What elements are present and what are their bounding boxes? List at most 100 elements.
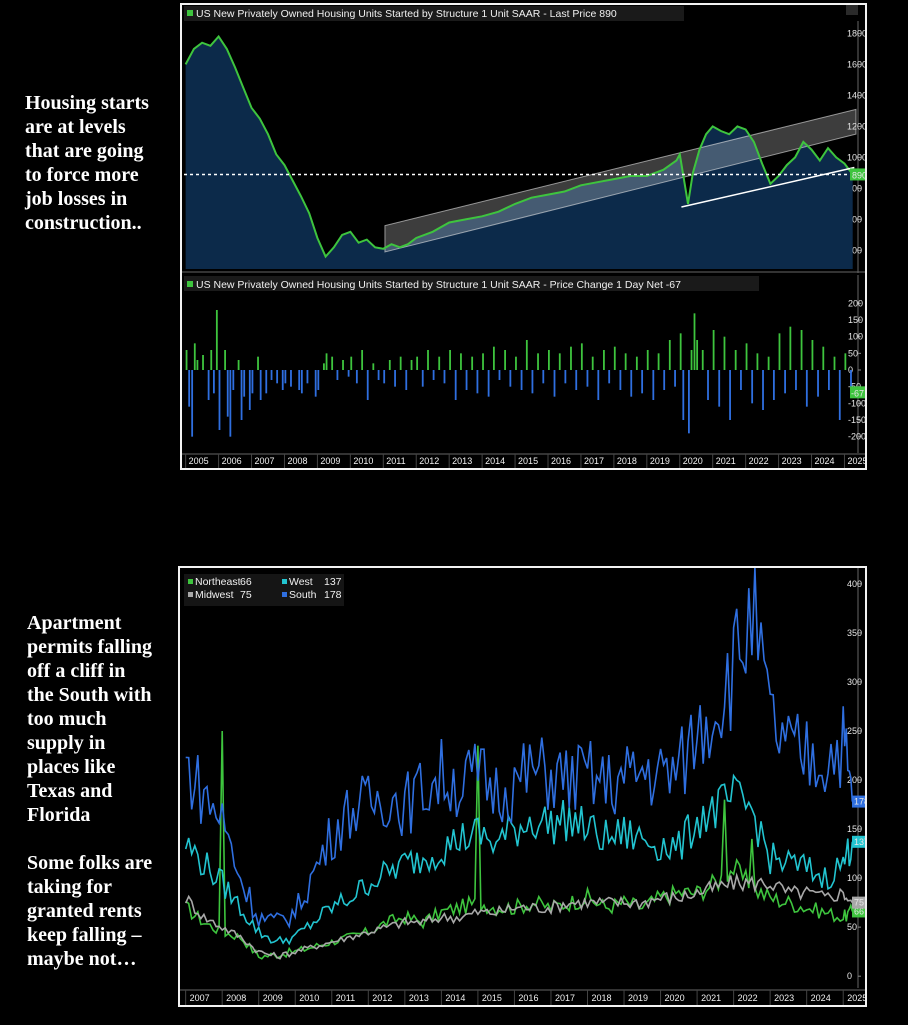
x-tick-label: 2019 bbox=[650, 456, 670, 466]
y-tick-label: 100 bbox=[847, 873, 862, 883]
change-bar bbox=[185, 350, 188, 370]
x-tick-label: 2022 bbox=[738, 993, 758, 1003]
change-bar bbox=[454, 370, 457, 400]
change-bar bbox=[465, 370, 468, 390]
change-bar bbox=[498, 370, 501, 380]
x-tick-label: 2016 bbox=[518, 993, 538, 1003]
change-bar bbox=[828, 370, 830, 390]
change-bar bbox=[438, 356, 441, 370]
legend-value: 137 bbox=[324, 576, 342, 588]
bar-y-tick-label: 50 bbox=[848, 348, 858, 358]
change-bar bbox=[542, 370, 545, 384]
change-bar bbox=[641, 370, 644, 394]
change-bar bbox=[265, 370, 268, 394]
trend-channel-band bbox=[384, 108, 857, 253]
change-bar bbox=[844, 353, 847, 370]
y-tick-label: 800 bbox=[847, 183, 862, 193]
change-bar bbox=[317, 370, 320, 390]
change-bar bbox=[734, 350, 737, 370]
change-bar bbox=[663, 370, 666, 390]
last-value-label: 890 bbox=[852, 170, 865, 180]
y-tick-label: 600 bbox=[847, 214, 862, 224]
change-bar bbox=[762, 370, 764, 410]
change-bar bbox=[421, 370, 424, 387]
x-tick-label: 2010 bbox=[299, 993, 319, 1003]
change-bar bbox=[410, 360, 413, 370]
x-tick-label: 2008 bbox=[287, 456, 307, 466]
change-bar bbox=[270, 370, 273, 380]
change-bar bbox=[756, 353, 759, 370]
housing-starts-area bbox=[185, 36, 853, 269]
x-tick-label: 2014 bbox=[485, 456, 505, 466]
x-tick-label: 2009 bbox=[263, 993, 283, 1003]
y-tick-label: 350 bbox=[847, 628, 862, 638]
change-bar bbox=[366, 370, 369, 400]
x-tick-label: 2024 bbox=[811, 993, 831, 1003]
change-bar bbox=[652, 370, 655, 400]
x-tick-label: 2021 bbox=[701, 993, 721, 1003]
change-bar bbox=[212, 370, 215, 394]
x-tick-label: 2020 bbox=[683, 456, 703, 466]
change-bar bbox=[427, 350, 429, 370]
change-bar bbox=[394, 370, 396, 387]
legend-name: Northeast bbox=[195, 576, 241, 588]
change-bar bbox=[399, 356, 402, 370]
change-bar bbox=[193, 343, 196, 370]
change-bar bbox=[712, 330, 715, 370]
change-bar bbox=[784, 370, 786, 394]
change-bar bbox=[657, 353, 660, 370]
change-bar bbox=[603, 350, 605, 370]
change-bar bbox=[531, 370, 534, 394]
change-bar bbox=[570, 346, 572, 370]
change-bar bbox=[509, 370, 512, 387]
x-tick-label: 2011 bbox=[336, 993, 355, 1003]
change-bar bbox=[383, 370, 386, 384]
change-bar bbox=[229, 370, 232, 437]
change-bar bbox=[218, 370, 221, 430]
change-bar bbox=[492, 346, 495, 370]
change-bar bbox=[690, 350, 693, 370]
x-tick-label: 2006 bbox=[222, 456, 242, 466]
legend-swatch bbox=[282, 579, 287, 584]
change-bar bbox=[772, 370, 775, 400]
change-bar bbox=[257, 356, 259, 370]
change-bar bbox=[323, 363, 325, 370]
last-value-tag bbox=[852, 835, 865, 848]
change-bar bbox=[701, 350, 704, 370]
change-bar bbox=[314, 370, 317, 397]
bar-title-bar bbox=[184, 276, 759, 291]
annotation-housing-starts: Housing starts are at levels that are go… bbox=[25, 92, 149, 234]
change-bar bbox=[284, 370, 287, 384]
change-bar bbox=[224, 350, 226, 370]
change-bar bbox=[232, 370, 235, 390]
change-bar bbox=[767, 356, 770, 370]
change-bar bbox=[237, 360, 240, 370]
bar-title-swatch bbox=[187, 281, 193, 287]
change-bar bbox=[432, 370, 435, 380]
x-tick-label: 2015 bbox=[482, 993, 502, 1003]
bar-y-tick-label: -150 bbox=[848, 415, 865, 425]
x-tick-label: 2012 bbox=[419, 456, 439, 466]
x-tick-label: 2016 bbox=[551, 456, 571, 466]
change-bar bbox=[388, 360, 391, 370]
change-bar bbox=[630, 370, 633, 397]
change-bar bbox=[251, 370, 254, 394]
title-bar bbox=[184, 6, 684, 21]
legend-value: 178 bbox=[324, 589, 342, 601]
change-bar bbox=[740, 370, 742, 390]
support-trend-line bbox=[681, 166, 855, 208]
change-bar bbox=[575, 370, 578, 390]
change-bar bbox=[290, 370, 292, 387]
change-bar bbox=[613, 346, 616, 370]
y-tick-label: 1000 bbox=[847, 152, 865, 162]
legend-swatch bbox=[188, 592, 193, 597]
x-tick-label: 2011 bbox=[386, 456, 405, 466]
legend-box bbox=[184, 574, 344, 606]
x-tick-label: 2024 bbox=[815, 456, 835, 466]
y-tick-label: 50 bbox=[847, 922, 857, 932]
change-bar bbox=[306, 370, 309, 384]
x-tick-label: 2022 bbox=[749, 456, 769, 466]
series-line-midwest bbox=[184, 872, 853, 960]
last-value-tag bbox=[850, 168, 865, 181]
housing-starts-chart-panel: US New Privately Owned Housing Units Sta… bbox=[180, 3, 867, 470]
